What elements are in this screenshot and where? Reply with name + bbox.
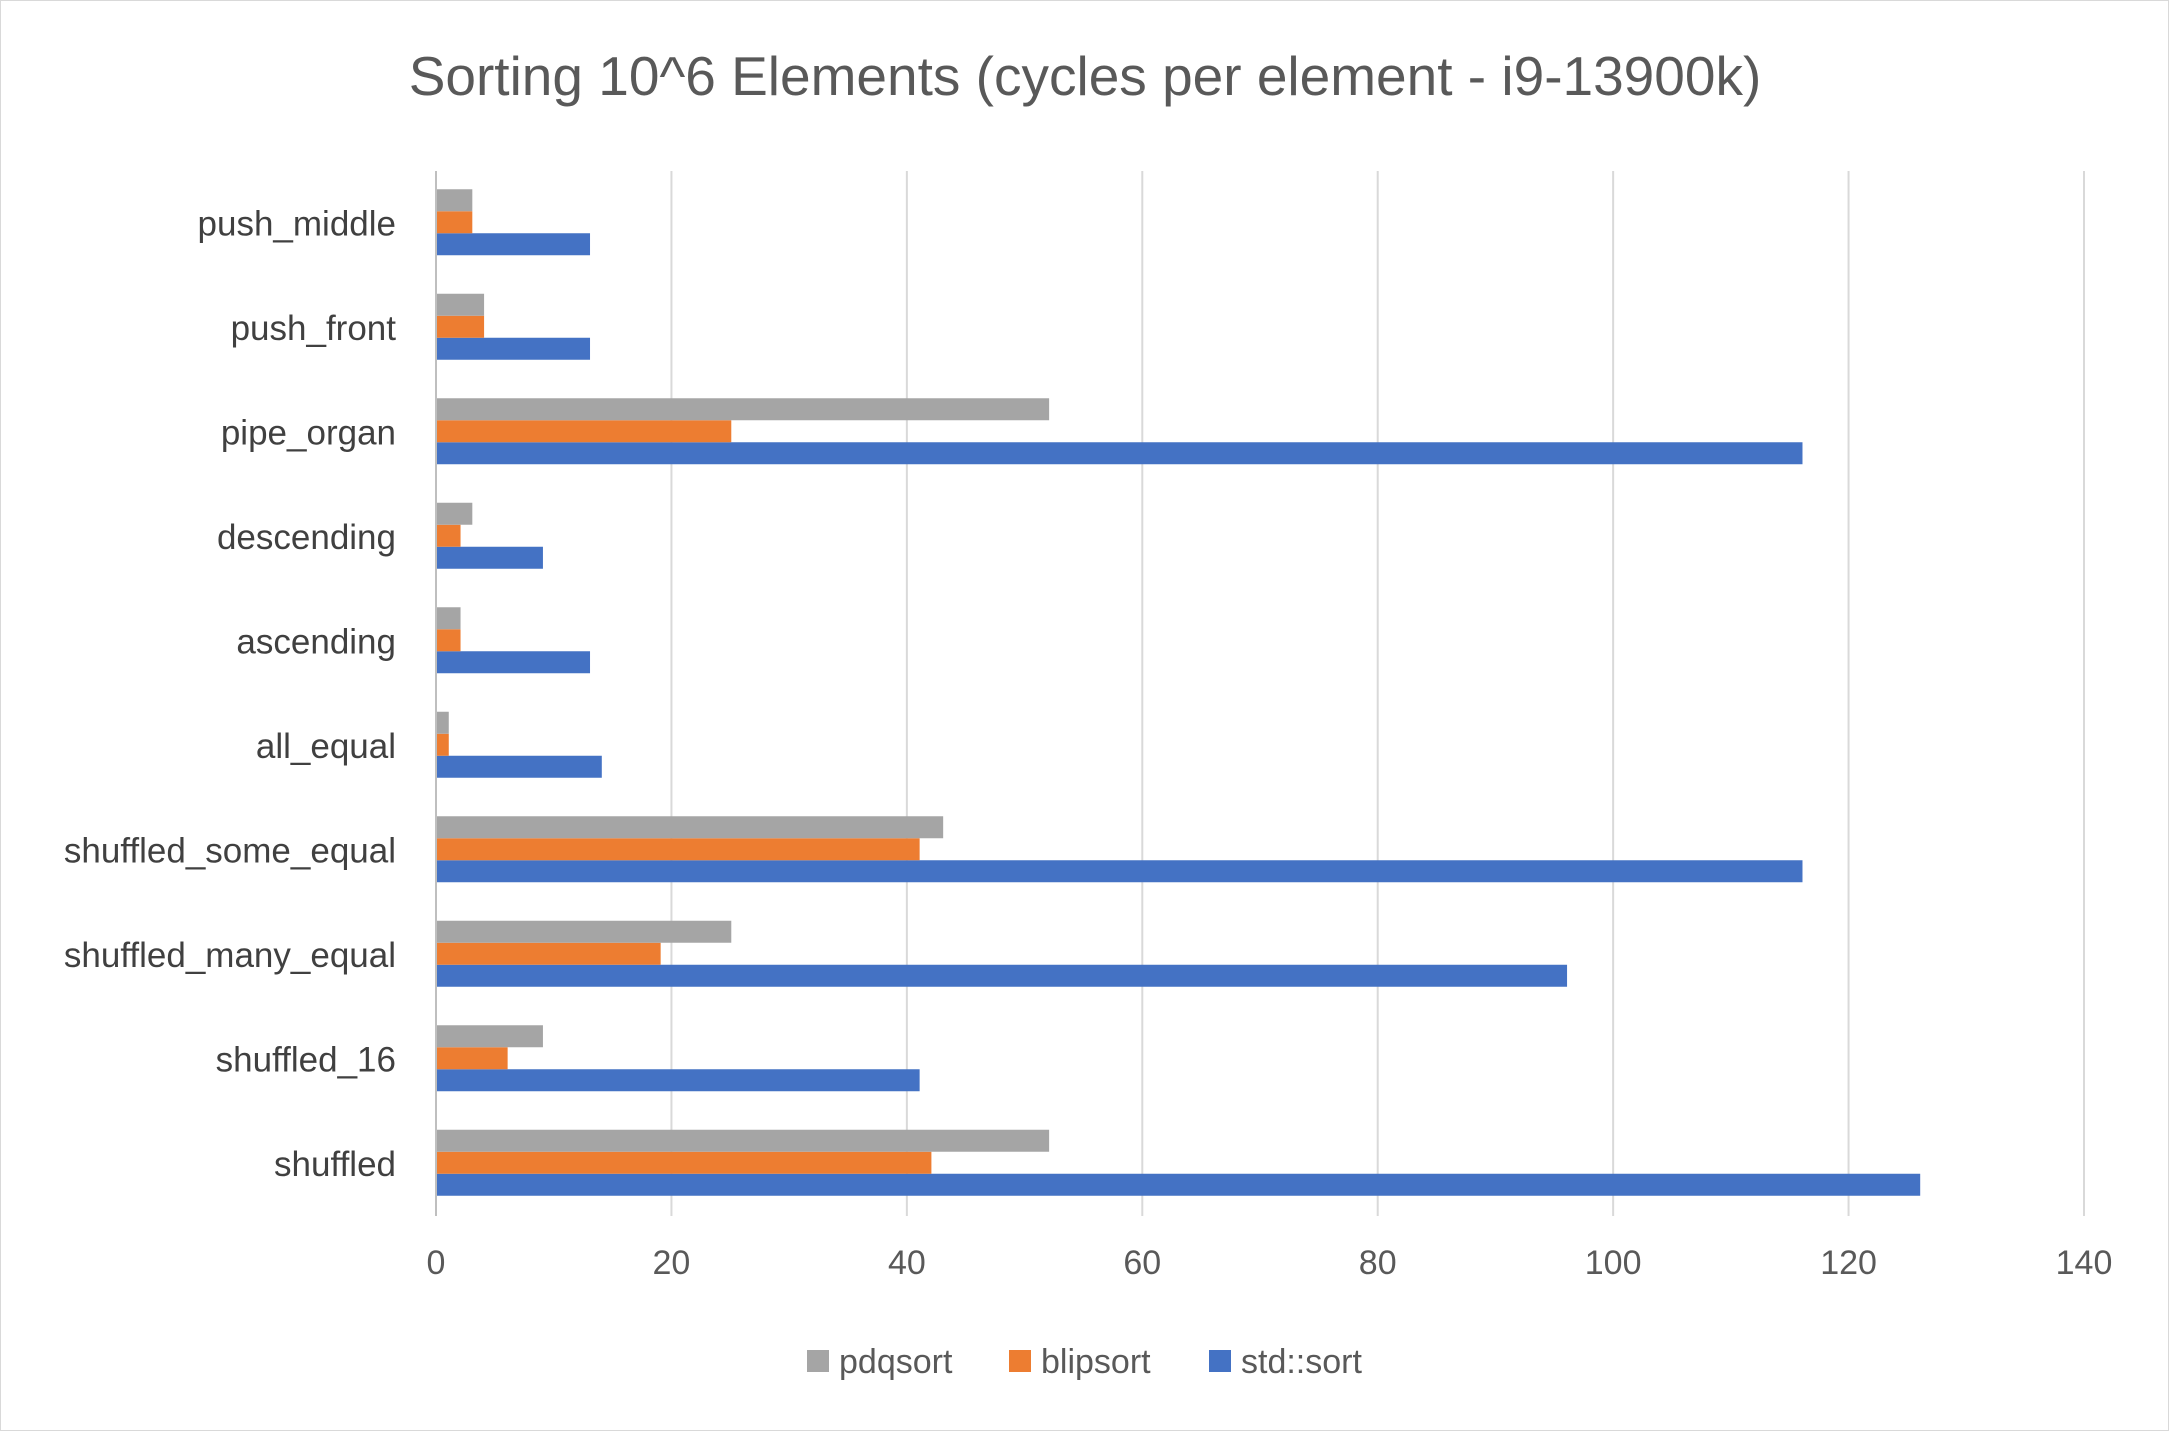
bar-blipsort-shuffled-some-equal xyxy=(437,838,920,861)
bars xyxy=(437,189,1921,1196)
bar-pdqsort-push-front xyxy=(437,293,485,316)
category-label: ascending xyxy=(236,622,396,661)
legend-label: blipsort xyxy=(1041,1343,1151,1381)
bar-blipsort-push-middle xyxy=(437,211,473,234)
chart-title: Sorting 10^6 Elements (cycles per elemen… xyxy=(409,45,1762,107)
tick-label: 60 xyxy=(1123,1244,1161,1282)
tick-label: 120 xyxy=(1820,1244,1877,1282)
tick-label: 40 xyxy=(888,1244,926,1282)
bar-pdqsort-shuffled xyxy=(437,1129,1050,1152)
category-label: shuffled_many_equal xyxy=(64,936,396,975)
bar-pdqsort-shuffled-some-equal xyxy=(437,816,944,839)
legend-swatch xyxy=(1009,1350,1031,1372)
bar-blipsort-shuffled xyxy=(437,1151,932,1174)
legend-swatch xyxy=(1209,1350,1231,1372)
bar-blipsort-shuffled-16 xyxy=(437,1047,508,1070)
bar-blipsort-descending xyxy=(437,524,461,547)
bar-pdqsort-pipe-organ xyxy=(437,398,1050,421)
bar-std-sort-all-equal xyxy=(437,755,602,778)
tick-label: 20 xyxy=(653,1244,691,1282)
legend-label: std::sort xyxy=(1241,1343,1362,1381)
category-label: all_equal xyxy=(256,727,396,766)
bar-std-sort-descending xyxy=(437,546,543,569)
bar-pdqsort-shuffled-16 xyxy=(437,1025,543,1048)
legend: pdqsort blipsort std::sort xyxy=(807,1343,1362,1381)
tick-label: 100 xyxy=(1585,1244,1642,1282)
bar-std-sort-pipe-organ xyxy=(437,442,1803,465)
bar-blipsort-ascending xyxy=(437,629,461,652)
category-label: descending xyxy=(217,518,396,557)
value-axis-labels: 0 20 40 60 80 100 120 140 xyxy=(427,1244,2113,1282)
category-label: push_middle xyxy=(198,204,396,243)
bar-std-sort-push-front xyxy=(437,337,591,360)
category-label: pipe_organ xyxy=(221,413,396,452)
category-label: shuffled_16 xyxy=(216,1040,396,1079)
bar-std-sort-shuffled-many-equal xyxy=(437,964,1568,987)
bar-blipsort-push-front xyxy=(437,315,485,338)
tick-label: 80 xyxy=(1359,1244,1397,1282)
bar-blipsort-pipe-organ xyxy=(437,420,732,443)
bar-pdqsort-all-equal xyxy=(437,711,449,734)
legend-label: pdqsort xyxy=(839,1343,953,1381)
bar-blipsort-shuffled-many-equal xyxy=(437,942,661,965)
category-label: shuffled xyxy=(274,1145,396,1184)
category-label: push_front xyxy=(231,309,397,348)
category-axis-labels: shuffled shuffled_16 shuffled_many_equal sh… xyxy=(64,204,396,1184)
bar-blipsort-all-equal xyxy=(437,733,449,756)
bar-pdqsort-push-middle xyxy=(437,189,473,212)
bar-std-sort-push-middle xyxy=(437,233,591,256)
gridlines xyxy=(435,171,2085,1216)
category-label: shuffled_some_equal xyxy=(64,831,396,870)
tick-label: 140 xyxy=(2056,1244,2113,1282)
bar-std-sort-shuffled-16 xyxy=(437,1069,920,1092)
legend-swatch xyxy=(807,1350,829,1372)
bar-pdqsort-ascending xyxy=(437,607,461,630)
bar-std-sort-shuffled xyxy=(437,1173,1921,1196)
bar-pdqsort-descending xyxy=(437,502,473,525)
bar-std-sort-shuffled-some-equal xyxy=(437,860,1803,883)
bar-std-sort-ascending xyxy=(437,651,591,674)
bar-pdqsort-shuffled-many-equal xyxy=(437,920,732,943)
tick-label: 0 xyxy=(427,1244,446,1282)
